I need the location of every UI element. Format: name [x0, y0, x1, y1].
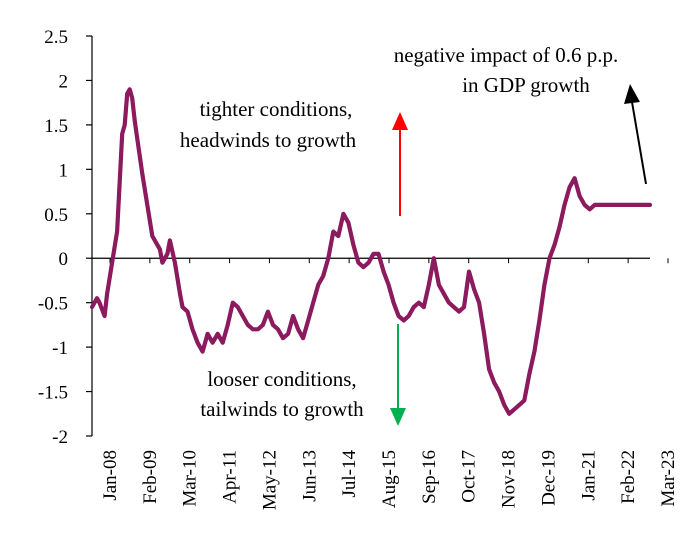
x-tick-label: Jan-08 — [100, 450, 121, 501]
x-tick-label: Mar-10 — [180, 450, 201, 507]
y-tick-label: 1.5 — [44, 116, 68, 137]
x-tick-label: Jul-14 — [339, 450, 360, 498]
annotation-looser-line2: tailwinds to growth — [200, 397, 364, 421]
arrow-up-head-icon — [392, 112, 408, 130]
annotation-tighter-line1: tighter conditions, — [200, 97, 353, 121]
annotation-arrows — [390, 84, 647, 426]
y-tick-label: -2 — [52, 427, 68, 448]
y-tick-label: 2.5 — [44, 27, 68, 48]
x-tick-label: Aug-15 — [379, 450, 400, 508]
x-tick-label: Dec-19 — [538, 450, 559, 506]
x-tick-label: Apr-11 — [220, 450, 241, 504]
x-tick-label: May-12 — [259, 450, 280, 510]
y-tick-label: 0 — [59, 249, 69, 270]
y-tick-label: 0.5 — [44, 205, 68, 226]
annotation-impact-line2: in GDP growth — [462, 73, 590, 97]
x-tick-label: Sep-16 — [419, 450, 440, 504]
annotation-looser-line1: looser conditions, — [207, 367, 356, 391]
y-axis: 2.5 2 1.5 1 0.5 0 -0.5 -1 -1.5 -2 — [38, 27, 93, 448]
annotation-tighter-line2: headwinds to growth — [180, 128, 357, 152]
arrow-impact-icon — [631, 101, 647, 185]
y-tick-label: 2 — [59, 71, 69, 92]
series-layer — [89, 87, 653, 416]
arrow-down-head-icon — [390, 408, 406, 426]
x-tick-label: Jun-13 — [299, 450, 320, 502]
x-tick-label: Oct-17 — [459, 450, 480, 503]
y-tick-label: -1 — [52, 338, 68, 359]
annotation-impact-line1: negative impact of 0.6 p.p. — [394, 43, 619, 67]
y-tick-label: -0.5 — [38, 294, 68, 315]
series-line — [89, 87, 653, 416]
y-tick-label: -1.5 — [38, 383, 68, 404]
x-axis: Jan-08 Feb-09 Mar-10 Apr-11 May-12 Jun-13 Jul-… — [92, 257, 679, 510]
arrow-impact-head-icon — [624, 84, 640, 104]
y-tick-label: 1 — [59, 160, 69, 181]
x-tick-label: Mar-23 — [658, 450, 679, 507]
x-tick-label: Nov-18 — [499, 450, 520, 508]
x-tick-label: Feb-09 — [140, 450, 161, 504]
x-tick-label: Jan-21 — [578, 450, 599, 501]
x-tick-label: Feb-22 — [618, 450, 639, 504]
